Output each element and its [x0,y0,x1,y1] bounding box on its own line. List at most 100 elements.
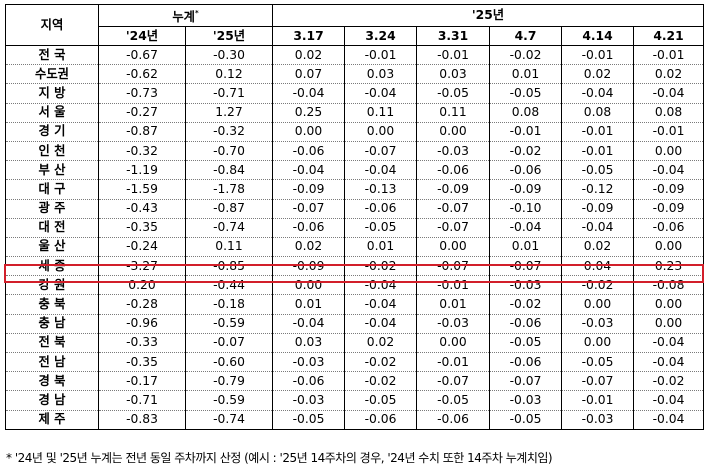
table-row: 전 국 -0.67 -0.30 0.02 -0.01 -0.01 -0.02 -0.01 -0.… [5,45,705,66]
weekly-value-cell: -0.07 [416,371,490,392]
cumulative-label: 누계 [172,10,195,24]
table-row: 세 종 -3.27 -0.85 -0.09 -0.02 -0.07 -0.07 0.04 0.2… [5,256,705,277]
table-row: 전 북 -0.33 -0.07 0.03 0.02 0.00 -0.05 0.00 -0.04 [5,333,705,354]
weekly-value-cell: -0.10 [489,199,562,219]
weekly-value-cell: 0.01 [344,237,417,258]
weekly-value-cell: -0.05 [489,83,562,104]
cumulative-value-cell: -0.33 [98,333,186,354]
weekly-value-cell: -0.04 [272,160,345,181]
weekly-value-cell: -0.01 [632,45,705,66]
weekly-value-cell: -0.04 [344,160,417,181]
weekly-value-cell: 0.02 [561,64,634,85]
region-cell: 경 남 [5,390,99,411]
weekly-value-cell: -0.04 [632,352,705,373]
weekly-value-cell: -0.12 [561,179,634,200]
weekly-value-cell: -0.03 [561,314,634,334]
weekly-value-cell: 0.08 [561,103,634,123]
table-row: 전 남 -0.35 -0.60 -0.03 -0.02 -0.01 -0.06 -0.05 -0… [5,352,705,373]
cumulative-value-cell: -0.83 [98,410,186,430]
table-row: 충 북 -0.28 -0.18 0.01 -0.04 0.01 -0.02 0.00 0.00 [5,294,705,315]
footnote: * '24년 및 '25년 누계는 전년 동일 주차까지 산정 (예시 : '2… [6,451,553,465]
cumulative-value-cell: -0.27 [98,103,186,123]
region-cell: 경 북 [5,371,99,392]
region-cell: 충 북 [5,294,99,315]
cumulative-value-cell: -0.28 [98,294,186,315]
cumulative-value-cell: -0.59 [185,314,273,334]
weekly-value-cell: -0.03 [272,352,345,373]
weekly-value-cell: 0.00 [416,333,490,354]
weekly-value-cell: -0.01 [416,275,490,296]
weekly-value-cell: -0.07 [272,199,345,219]
table-row: 제 주 -0.83 -0.74 -0.05 -0.06 -0.06 -0.05 -0.03 -0… [5,410,705,430]
cumulative-value-cell: -0.73 [98,83,186,104]
weekly-value-cell: -0.05 [344,218,417,238]
table-row: 인 천 -0.32 -0.70 -0.06 -0.07 -0.03 -0.02 -0.01 0.… [5,141,705,162]
cumulative-value-cell: -0.87 [185,199,273,219]
region-cell: 경 기 [5,122,99,142]
weekly-value-cell: -0.09 [632,199,705,219]
cumulative-value-cell: -0.71 [98,390,186,411]
table-row: 수도권 -0.62 0.12 0.07 0.03 0.03 0.01 0.02 0.02 [5,64,705,85]
weekly-value-cell: -0.06 [416,160,490,181]
region-cell: 전 남 [5,352,99,373]
region-cell: 울 산 [5,237,99,258]
weekly-value-cell: 0.11 [344,103,417,123]
table-row: 충 남 -0.96 -0.59 -0.04 -0.04 -0.03 -0.06 -0.03 0.… [5,314,705,334]
header-row-bottom: '24년 '25년 3.17 3.24 3.31 4.7 4.14 4.21 [6,26,705,46]
weekly-value-cell: 0.01 [416,294,490,315]
weekly-value-cell: -0.04 [489,218,562,238]
weekly-value-cell: 0.00 [632,237,705,258]
table-body: 전 국 -0.67 -0.30 0.02 -0.01 -0.01 -0.02 -0.01 -0.… [5,45,705,430]
weekly-value-cell: 0.00 [416,237,490,258]
weekly-value-cell: -0.09 [561,199,634,219]
weekly-value-cell: -0.05 [344,390,417,411]
weekly-value-cell: -0.02 [489,45,562,66]
weekly-value-cell: -0.01 [416,45,490,66]
weekly-value-cell: 0.00 [632,314,705,334]
weekly-value-cell: -0.05 [561,160,634,181]
weekly-value-cell: -0.06 [632,218,705,238]
week-col-header: 3.31 [416,26,490,46]
weekly-value-cell: -0.02 [489,294,562,315]
weekly-value-cell: -0.06 [489,160,562,181]
cumulative-value-cell: -0.30 [185,45,273,66]
weekly-value-cell: -0.05 [489,410,562,430]
table-row: 부 산 -1.19 -0.84 -0.04 -0.04 -0.06 -0.06 -0.05 -0… [5,160,705,181]
region-header: 지역 [5,4,99,46]
weekly-value-cell: -0.05 [561,352,634,373]
weekly-value-cell: -0.01 [344,45,417,66]
table-row: 광 주 -0.43 -0.87 -0.07 -0.06 -0.07 -0.10 -0.09 -0… [5,199,705,219]
cumulative-value-cell: -0.44 [185,275,273,296]
cum-col-header: '24년 [98,26,186,46]
region-cell: 충 남 [5,314,99,334]
weekly-value-cell: 0.02 [632,64,705,85]
cumulative-value-cell: -0.24 [98,237,186,258]
weekly-value-cell: -0.03 [272,390,345,411]
weekly-value-cell: -0.01 [416,352,490,373]
cumulative-footnote-mark: * [194,9,199,17]
weekly-value-cell: -0.04 [344,314,417,334]
weekly-value-cell: 0.01 [489,64,562,85]
weekly-value-cell: -0.04 [561,83,634,104]
weekly-value-cell: -0.02 [561,275,634,296]
cum-col-header: '25년 [185,26,273,46]
table-row: 대 전 -0.35 -0.74 -0.06 -0.05 -0.07 -0.04 -0.04 -0… [5,218,705,238]
weekly-value-cell: 0.00 [561,294,634,315]
weekly-value-cell: -0.02 [344,371,417,392]
weekly-value-cell: -0.06 [344,410,417,430]
weekly-value-cell: -0.07 [561,371,634,392]
weekly-value-cell: -0.01 [561,390,634,411]
cumulative-value-cell: 0.20 [98,275,186,296]
weekly-value-cell: -0.09 [272,179,345,200]
weekly-value-cell: -0.02 [344,256,417,277]
region-cell: 전 북 [5,333,99,354]
cumulative-value-cell: -0.87 [98,122,186,142]
weekly-value-cell: -0.06 [272,141,345,162]
weekly-value-cell: -0.03 [561,410,634,430]
cumulative-value-cell: -0.60 [185,352,273,373]
weekly-value-cell: -0.04 [632,390,705,411]
weekly-value-cell: -0.09 [489,179,562,200]
cumulative-value-cell: -0.17 [98,371,186,392]
cumulative-value-cell: -0.79 [185,371,273,392]
